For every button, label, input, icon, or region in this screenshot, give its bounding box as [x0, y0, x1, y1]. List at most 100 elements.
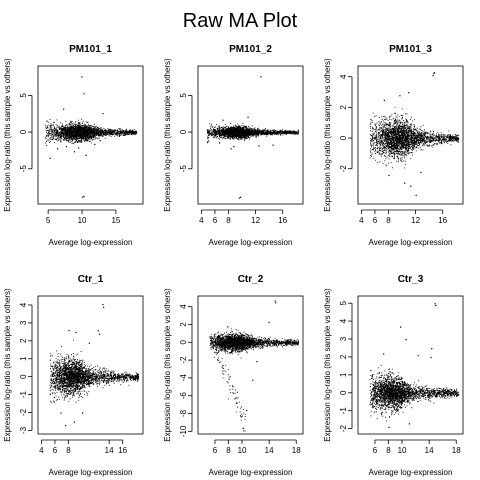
x-tick-label: 6	[53, 446, 58, 455]
panel-title: Ctr_3	[398, 274, 424, 285]
plot-frame	[37, 65, 144, 205]
outlier-point	[415, 194, 417, 196]
y-axis-label: Expression log-ratio (this sample vs oth…	[3, 58, 12, 212]
plot-frame	[37, 295, 144, 435]
outlier-point	[258, 145, 260, 147]
outlier-point	[82, 412, 84, 414]
x-tick-label: 8	[386, 216, 391, 225]
x-tick-label: 15	[111, 216, 120, 225]
y-axis-label: Expression log-ratio (this sample vs oth…	[323, 288, 332, 442]
outlier-point	[102, 304, 104, 306]
outlier-point	[73, 421, 76, 423]
x-tick-label: 8	[226, 216, 231, 225]
outlier-point	[433, 72, 435, 75]
outlier-point	[405, 339, 407, 341]
y-tick-label: 4	[179, 304, 188, 309]
outlier-point	[420, 171, 422, 173]
y-tick-label: -1	[339, 407, 348, 415]
outlier-point	[238, 197, 240, 199]
outlier-point	[408, 423, 411, 425]
x-tick-label: 12	[251, 216, 260, 225]
y-tick-label: 4	[339, 74, 348, 79]
outlier-point	[247, 116, 249, 118]
y-tick-label: 0	[179, 129, 188, 134]
y-tick-label: 4	[339, 318, 348, 323]
x-axis-label: Average log-expression	[49, 468, 133, 477]
outlier-point	[56, 148, 59, 150]
y-tick-label: 0	[19, 374, 28, 379]
outlier-point	[82, 196, 84, 198]
x-tick-label: 18	[292, 446, 301, 455]
outlier-point	[431, 347, 433, 350]
outlier-point	[435, 304, 437, 307]
y-tick-label: -2	[179, 356, 188, 364]
outlier-point	[383, 99, 385, 101]
y-tick-label: 0	[339, 390, 348, 395]
outlier-point	[85, 154, 87, 157]
outlier-point	[252, 379, 254, 381]
ma-panel-5: Ctr_2 6 8 10 14 18 -10 -8 -6 -4 -2 0 2 4 Average log-e…	[163, 274, 304, 477]
outlier-point	[256, 360, 258, 363]
outlier-point	[417, 355, 419, 357]
point-cloud	[369, 365, 460, 422]
x-tick-label: 16	[118, 446, 127, 455]
y-tick-label: -5	[19, 165, 28, 173]
outlier-point	[230, 148, 232, 150]
y-tick-label: 2	[19, 338, 28, 343]
panel-title: PM101_3	[389, 44, 432, 55]
x-tick-label: 4	[359, 216, 364, 225]
scatter-points	[209, 300, 300, 432]
x-tick-label: 8	[66, 446, 71, 455]
outlier-point	[399, 95, 401, 97]
outlier-point	[383, 353, 385, 355]
y-tick-label: 2	[179, 322, 188, 327]
outlier-point	[275, 302, 277, 304]
outlier-point	[77, 147, 80, 149]
plot-frame	[357, 65, 464, 205]
x-tick-label: 12	[411, 216, 420, 225]
outlier-point	[268, 321, 270, 324]
x-axis-label: Average log-expression	[369, 468, 453, 477]
outlier-point	[233, 146, 235, 148]
outlier-point	[388, 426, 390, 429]
plot-frame	[197, 295, 304, 435]
x-tick-label: 10	[398, 446, 407, 455]
outlier-point	[222, 119, 224, 121]
y-tick-label: -1	[19, 390, 28, 398]
y-axis-label: Expression log-ratio (this sample vs oth…	[323, 58, 332, 212]
outlier-point	[227, 326, 229, 328]
ma-panel-2: PM101_2 4 6 8 12 16 -5 0 5 Average log-expression…	[163, 44, 304, 247]
x-tick-label: 16	[438, 216, 447, 225]
x-axis-label: Average log-expression	[49, 238, 133, 247]
y-tick-label: -2	[339, 165, 348, 173]
x-tick-label: 4	[39, 446, 44, 455]
scatter-points	[369, 72, 460, 196]
y-tick-label: -8	[179, 409, 188, 417]
outlier-point	[49, 157, 51, 159]
outlier-point	[73, 151, 76, 153]
y-tick-label: 3	[19, 320, 28, 325]
outlier-point	[400, 326, 402, 328]
outlier-point	[404, 182, 406, 184]
y-tick-label: 0	[179, 340, 188, 345]
outlier-point	[94, 143, 96, 146]
x-tick-label: 18	[452, 446, 461, 455]
outlier-point	[388, 174, 390, 177]
point-cloud	[369, 107, 460, 169]
y-tick-label: -4	[179, 374, 188, 382]
y-tick-label: 5	[19, 93, 28, 98]
y-axis-label: Expression log-ratio (this sample vs oth…	[163, 58, 172, 212]
y-axis-label: Expression log-ratio (this sample vs oth…	[3, 288, 12, 442]
ma-panel-6: Ctr_3 6 8 10 14 18 -2 -1 0 1 2 3 4 5 Average log-expre…	[323, 274, 464, 477]
panel-title: Ctr_1	[78, 274, 104, 285]
x-tick-label: 16	[278, 216, 287, 225]
outlier-point	[99, 140, 101, 142]
x-tick-label: 10	[238, 446, 247, 455]
outlier-point	[81, 76, 83, 78]
y-tick-label: -3	[19, 426, 28, 434]
outlier-point	[97, 330, 99, 332]
y-tick-label: -5	[179, 165, 188, 173]
outlier-point	[60, 412, 62, 414]
outlier-point	[102, 112, 104, 115]
